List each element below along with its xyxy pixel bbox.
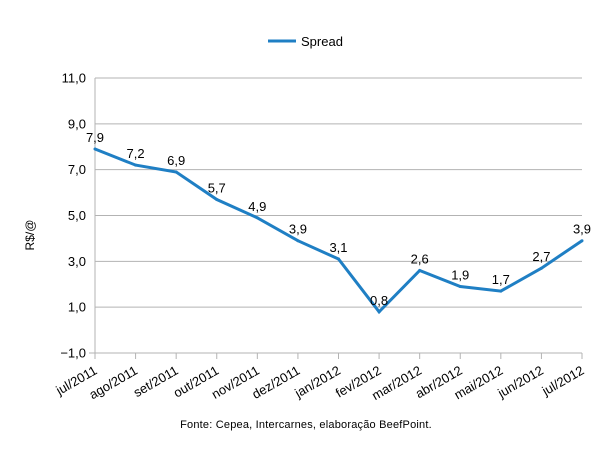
data-label: 2,7 bbox=[532, 249, 550, 264]
data-point bbox=[93, 147, 97, 151]
source-note: Fonte: Cepea, Intercarnes, elaboração Be… bbox=[180, 419, 432, 431]
data-point bbox=[499, 289, 503, 293]
x-tick-label: jul/2012 bbox=[539, 363, 587, 399]
y-tick-label: 3,0 bbox=[68, 254, 86, 269]
legend-label-spread: Spread bbox=[301, 34, 343, 49]
x-tick-labels: jul/2011ago/2011set/2011out/2011nov/2011… bbox=[53, 363, 587, 403]
data-point bbox=[296, 239, 300, 243]
data-point bbox=[418, 269, 422, 272]
y-tick-label: 7,0 bbox=[68, 162, 86, 177]
data-label: 7,9 bbox=[86, 130, 104, 145]
data-point bbox=[580, 239, 584, 243]
data-label: 2,6 bbox=[411, 252, 429, 267]
data-label: 5,7 bbox=[208, 180, 226, 195]
y-axis-label: R$/@ bbox=[23, 220, 37, 251]
data-point bbox=[377, 310, 381, 314]
y-tick-label: 1,0 bbox=[68, 300, 86, 315]
x-tick-label: set/2011 bbox=[131, 363, 181, 400]
data-labels: 7,9 7,2 6,9 5,7 4,9 3,9 3,1 0,8 2,6 1,9 1,7 2,7 3,9 bbox=[86, 130, 591, 308]
axes bbox=[89, 78, 583, 359]
data-label: 3,1 bbox=[329, 240, 347, 255]
y-tick-label: 11,0 bbox=[62, 71, 86, 86]
x-tick-label: jun/2012 bbox=[494, 363, 546, 401]
data-label: 1,9 bbox=[451, 268, 469, 283]
series-spread bbox=[93, 147, 584, 315]
data-point bbox=[458, 285, 462, 289]
y-tick-labels: −1,0 1,0 3,0 5,0 7,0 9,0 11,0 bbox=[60, 71, 86, 361]
data-label: 7,2 bbox=[127, 146, 145, 161]
data-label: 4,9 bbox=[248, 199, 266, 214]
gridlines bbox=[95, 77, 582, 354]
data-label: 1,7 bbox=[492, 272, 510, 287]
data-point bbox=[174, 170, 178, 174]
data-point bbox=[337, 257, 340, 261]
y-tick-label: 9,0 bbox=[68, 116, 86, 131]
data-label: 3,9 bbox=[289, 222, 307, 237]
y-tick-label: 5,0 bbox=[68, 208, 86, 223]
x-tick-label: jan/2012 bbox=[291, 363, 343, 401]
data-label: 6,9 bbox=[167, 153, 185, 168]
data-point bbox=[255, 216, 259, 220]
series-line-spread bbox=[94, 147, 583, 315]
data-label: 0,8 bbox=[370, 293, 388, 308]
legend: Spread bbox=[268, 34, 343, 49]
data-label: 3,9 bbox=[573, 222, 591, 237]
data-point bbox=[539, 266, 543, 270]
data-point bbox=[215, 197, 219, 201]
data-point bbox=[134, 163, 138, 167]
y-tick-label: −1,0 bbox=[60, 346, 86, 361]
